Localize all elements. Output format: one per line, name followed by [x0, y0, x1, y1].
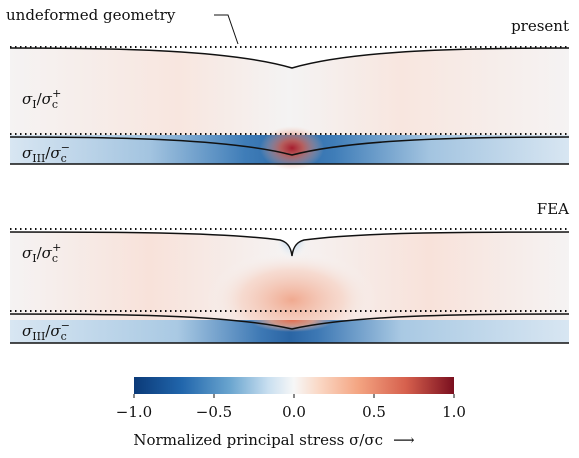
colorbar-ticks: −1.0 −0.5 0.0 0.5 1.0 [116, 394, 466, 421]
colorbar-tick-label: −1.0 [116, 403, 152, 421]
panel-present: undeformed geometry present σI/σc+ σIII/… [6, 6, 570, 170]
deformed-top-boundary-fea [9, 231, 570, 257]
stress-concentration-present [260, 126, 324, 170]
method-label-present: present [511, 17, 569, 35]
label-sigma-III-fea: σIII/σc− [22, 319, 70, 343]
field-bottom-fea [10, 320, 569, 343]
colorbar: −1.0 −0.5 0.0 0.5 1.0 Normalized principal s… [116, 377, 466, 449]
field-top-present [10, 48, 569, 135]
label-sigma-I-present: σI/σc+ [22, 87, 61, 111]
label-sigma-I-fea: σI/σc+ [22, 241, 61, 265]
deformed-interface-fea [9, 313, 570, 330]
colorbar-tick-label: 0.0 [282, 403, 306, 421]
label-sigma-III-present: σIII/σc− [22, 141, 70, 165]
method-label-fea: FEA [537, 200, 569, 218]
undeformed-annotation: undeformed geometry [6, 6, 176, 24]
deformed-interface-present [9, 136, 570, 156]
annotation-leader [214, 14, 239, 45]
colorbar-gradient [134, 377, 454, 394]
colorbar-tick-label: 0.5 [362, 403, 386, 421]
deformed-top-boundary-present [9, 47, 570, 69]
colorbar-label: Normalized principal stress σ/σc ⟶ [133, 431, 414, 449]
panel-fea: FEA σI/σc+ σIII/σc− [9, 200, 570, 344]
colorbar-tick-label: −0.5 [196, 403, 232, 421]
colorbar-tick-label: 1.0 [442, 403, 466, 421]
